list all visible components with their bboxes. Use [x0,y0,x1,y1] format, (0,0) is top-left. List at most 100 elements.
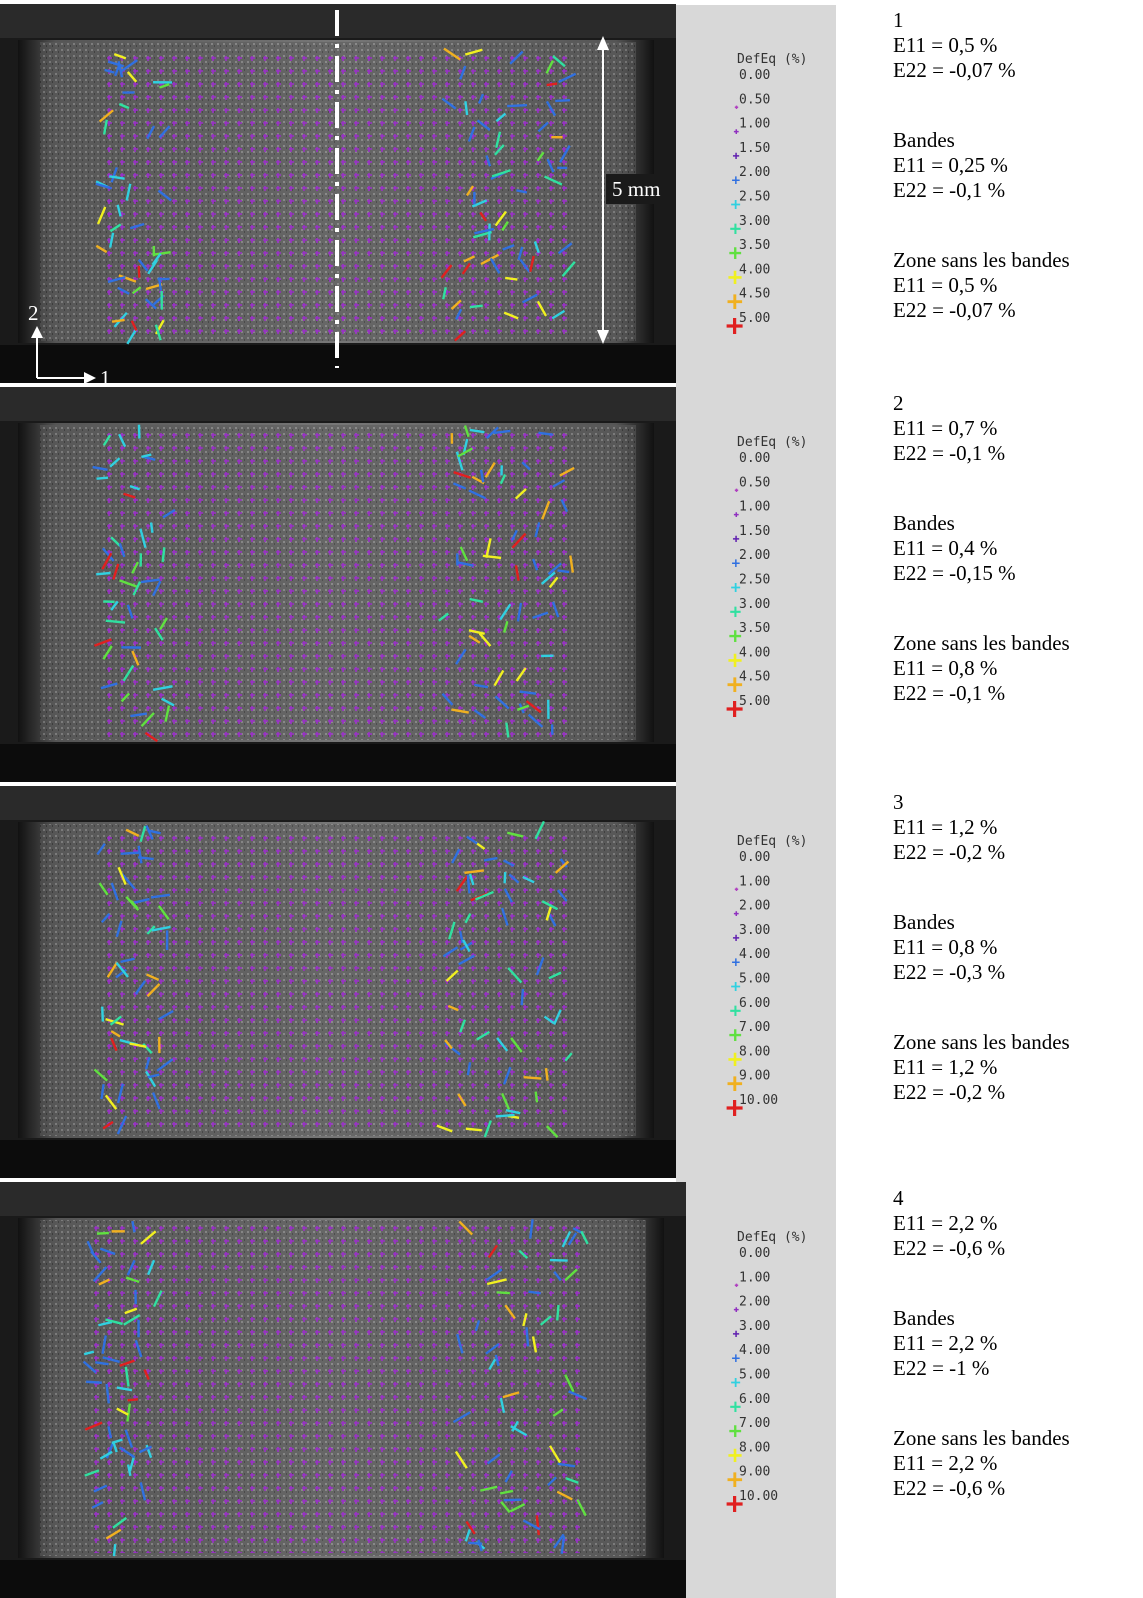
legend-marker [732,934,740,941]
strain-marker [132,581,142,596]
strain-marker [476,1030,490,1041]
top-grip [0,387,676,421]
strain-marker [552,1009,562,1026]
strain-marker [116,1407,129,1416]
legend-tick: 2.00 [739,899,770,914]
strain-marker [555,98,570,103]
panel: DefEq (%)0.00 1.00 2.00 3.00 4.00 5.00 6.00 7.0… [0,1182,1070,1598]
strain-marker [113,52,127,60]
legend-tick: 1.00 [739,500,770,515]
legend-tick: 6.00 [739,996,770,1011]
strain-marker [109,175,125,180]
legend-marker [728,1052,742,1066]
strain-marker [441,97,457,110]
strain-marker [551,601,560,618]
vector-field [100,431,572,737]
strain-marker [92,465,108,471]
strain-marker [156,1058,174,1072]
strain-marker [102,119,108,135]
strain-marker [494,210,507,227]
legend-tick: 5.00 [739,694,770,709]
strain-marker [546,82,558,87]
strain-marker [463,255,476,263]
strain-marker [102,1120,114,1130]
measure-text: Zone sans les bandes [893,248,1070,272]
strain-marker [527,713,544,728]
strain-marker [105,1528,122,1540]
strain-marker [515,667,527,682]
strain-marker [110,536,121,547]
legend-marker [732,176,740,184]
strain-marker [102,434,112,446]
strain-marker [101,1335,107,1354]
strain-marker [451,848,461,864]
strain-marker [534,522,541,538]
strain-marker [137,265,141,278]
strain-marker [504,1470,513,1483]
strain-marker [485,1268,503,1282]
strain-marker [101,547,115,562]
strain-marker [96,206,107,225]
strain-marker [535,1515,540,1536]
strain-marker [468,634,481,644]
measure-text: E22 = -0,2 % [893,840,1005,864]
legend-tick: 1.00 [739,1270,770,1285]
strain-marker [115,920,123,938]
legend-tick: 8.00 [739,1044,770,1059]
strain-marker [152,580,162,597]
strain-marker [503,620,509,633]
strain-marker [548,971,562,980]
strain-marker [452,482,467,490]
strain-marker [442,287,447,300]
measure-text: E11 = 1,2 % [893,815,997,839]
strain-marker [529,1219,534,1239]
legend-tick: 3.00 [739,923,770,938]
strain-marker [112,1516,128,1529]
strain-marker [552,479,566,488]
strain-marker [504,1304,516,1320]
measure-text: E11 = 0,5 % [893,273,997,297]
strain-marker [99,1247,116,1256]
strain-marker [125,896,140,911]
strain-marker [522,1313,528,1327]
strain-marker [126,328,138,345]
measure-text: Zone sans les bandes [893,1426,1070,1450]
legend-marker [734,1283,739,1287]
strain-marker [140,578,161,584]
legend-marker [727,1076,743,1091]
strain-marker [131,1220,136,1233]
strain-marker [499,1489,514,1495]
strain-marker [538,431,553,436]
strain-marker [86,1240,95,1255]
strain-marker [464,913,472,924]
strain-marker [545,60,555,74]
strain-marker [499,603,512,621]
legend-tick: 4.00 [739,645,770,660]
strain-marker [102,1356,120,1363]
strain-marker [547,562,562,576]
strain-marker [536,300,548,317]
strain-marker [521,293,538,304]
strain-marker [152,250,171,256]
strain-marker [159,83,170,89]
strain-marker [129,1042,147,1049]
strain-marker [528,1290,541,1295]
strain-marker [152,1290,163,1308]
strain-marker [478,632,492,647]
legend-tick: 1.00 [739,117,770,132]
measure-text: Bandes [893,1306,955,1330]
strain-marker [146,925,156,935]
strain-marker [151,1092,161,1110]
strain-marker [445,969,459,982]
strain-marker [560,1535,566,1554]
strain-marker [126,1259,136,1276]
legend-tick: 1.50 [739,524,770,539]
strain-marker [491,169,511,178]
strain-marker [443,47,461,61]
legend-tick: 3.00 [739,214,770,229]
legend-marker [731,200,741,209]
strain-marker [500,907,509,926]
legend-title: DefEq (%) [737,1230,807,1245]
strain-marker [468,873,475,886]
